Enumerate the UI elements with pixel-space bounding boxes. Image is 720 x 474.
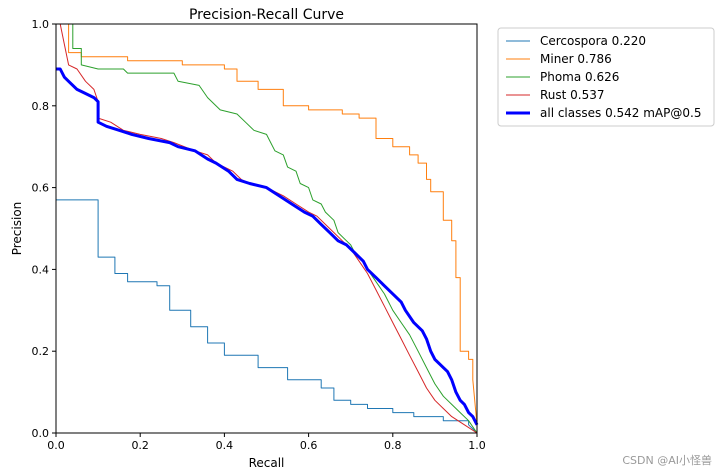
- series-layer: [56, 23, 479, 434]
- y-tick-label: 1.0: [32, 18, 50, 31]
- x-axis-label: Recall: [249, 456, 285, 470]
- series-line-4: [56, 67, 479, 426]
- series-line-0: [56, 199, 478, 434]
- series-line-2: [56, 23, 478, 434]
- legend-label-1: Miner 0.786: [540, 52, 612, 66]
- watermark-text: CSDN @AI小怪兽: [622, 454, 712, 467]
- legend-label-2: Phoma 0.626: [540, 70, 619, 84]
- x-tick-label: 0.8: [384, 439, 402, 452]
- y-tick-label: 0.2: [32, 345, 50, 358]
- legend-label-4: all classes 0.542 mAP@0.5: [540, 106, 701, 120]
- legend: Cercospora 0.220 Miner 0.786 Phoma 0.626 Ru…: [497, 27, 715, 127]
- y-tick-label: 0.8: [32, 100, 50, 113]
- y-axis-label: Precision: [10, 202, 24, 256]
- chart-title: Precision-Recall Curve: [189, 7, 344, 23]
- x-tick-label: 0.6: [300, 439, 318, 452]
- y-tick-label: 0.0: [32, 427, 50, 440]
- y-tick-label: 0.4: [32, 263, 50, 276]
- axis-ticks: 0.0 0.2 0.4 0.6 0.8 1.0 0.0 0.2 0.4 0.6 0.8 1.0: [32, 18, 486, 452]
- x-tick-label: 0.0: [47, 439, 65, 452]
- x-tick-label: 0.2: [131, 439, 149, 452]
- x-tick-label: 1.0: [468, 439, 486, 452]
- y-tick-label: 0.6: [32, 182, 50, 195]
- legend-box: [497, 27, 715, 127]
- series-line-1: [56, 23, 478, 425]
- x-tick-label: 0.4: [216, 439, 234, 452]
- plot-frame: [55, 23, 478, 434]
- series-line-3: [56, 23, 478, 434]
- legend-label-0: Cercospora 0.220: [540, 34, 646, 48]
- legend-label-3: Rust 0.537: [540, 88, 605, 102]
- legend-entries: Cercospora 0.220 Miner 0.786 Phoma 0.626 Ru…: [506, 34, 701, 120]
